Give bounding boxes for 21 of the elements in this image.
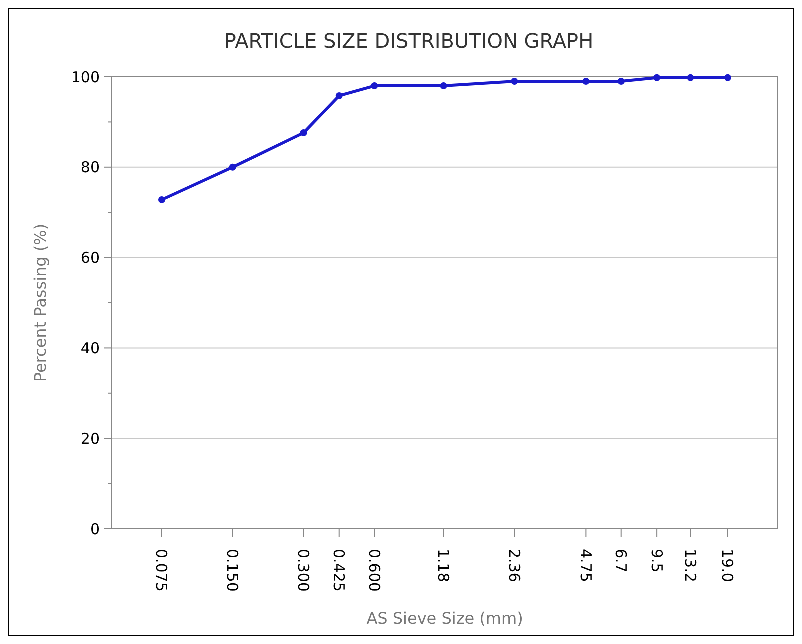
x-tick-label: 0.075 bbox=[152, 549, 171, 592]
x-tick-label: 19.0 bbox=[718, 549, 737, 582]
chart-title: PARTICLE SIZE DISTRIBUTION GRAPH bbox=[224, 29, 594, 53]
x-tick-label: 13.2 bbox=[681, 549, 700, 582]
y-tick-label: 0 bbox=[90, 520, 100, 538]
y-tick-label: 20 bbox=[80, 430, 100, 448]
x-tick-label: 0.425 bbox=[330, 549, 348, 592]
x-tick-label: 4.75 bbox=[576, 549, 595, 582]
x-tick-label: 0.600 bbox=[365, 549, 384, 592]
x-axis-title: AS Sieve Size (mm) bbox=[366, 609, 524, 628]
y-tick-label: 60 bbox=[80, 249, 100, 268]
x-tick-label: 2.36 bbox=[505, 549, 524, 582]
y-tick-label: 40 bbox=[80, 339, 100, 358]
y-tick-label: 100 bbox=[71, 68, 100, 86]
y-tick-label: 80 bbox=[80, 158, 100, 177]
y-axis-title: Percent Passing (%) bbox=[31, 224, 50, 382]
x-tick-label: 1.18 bbox=[434, 549, 453, 582]
x-tick-label: 9.5 bbox=[648, 549, 666, 573]
x-tick-label: 0.150 bbox=[224, 549, 242, 592]
x-tick-label: 6.7 bbox=[612, 549, 630, 573]
x-tick-label: 0.300 bbox=[294, 549, 312, 592]
